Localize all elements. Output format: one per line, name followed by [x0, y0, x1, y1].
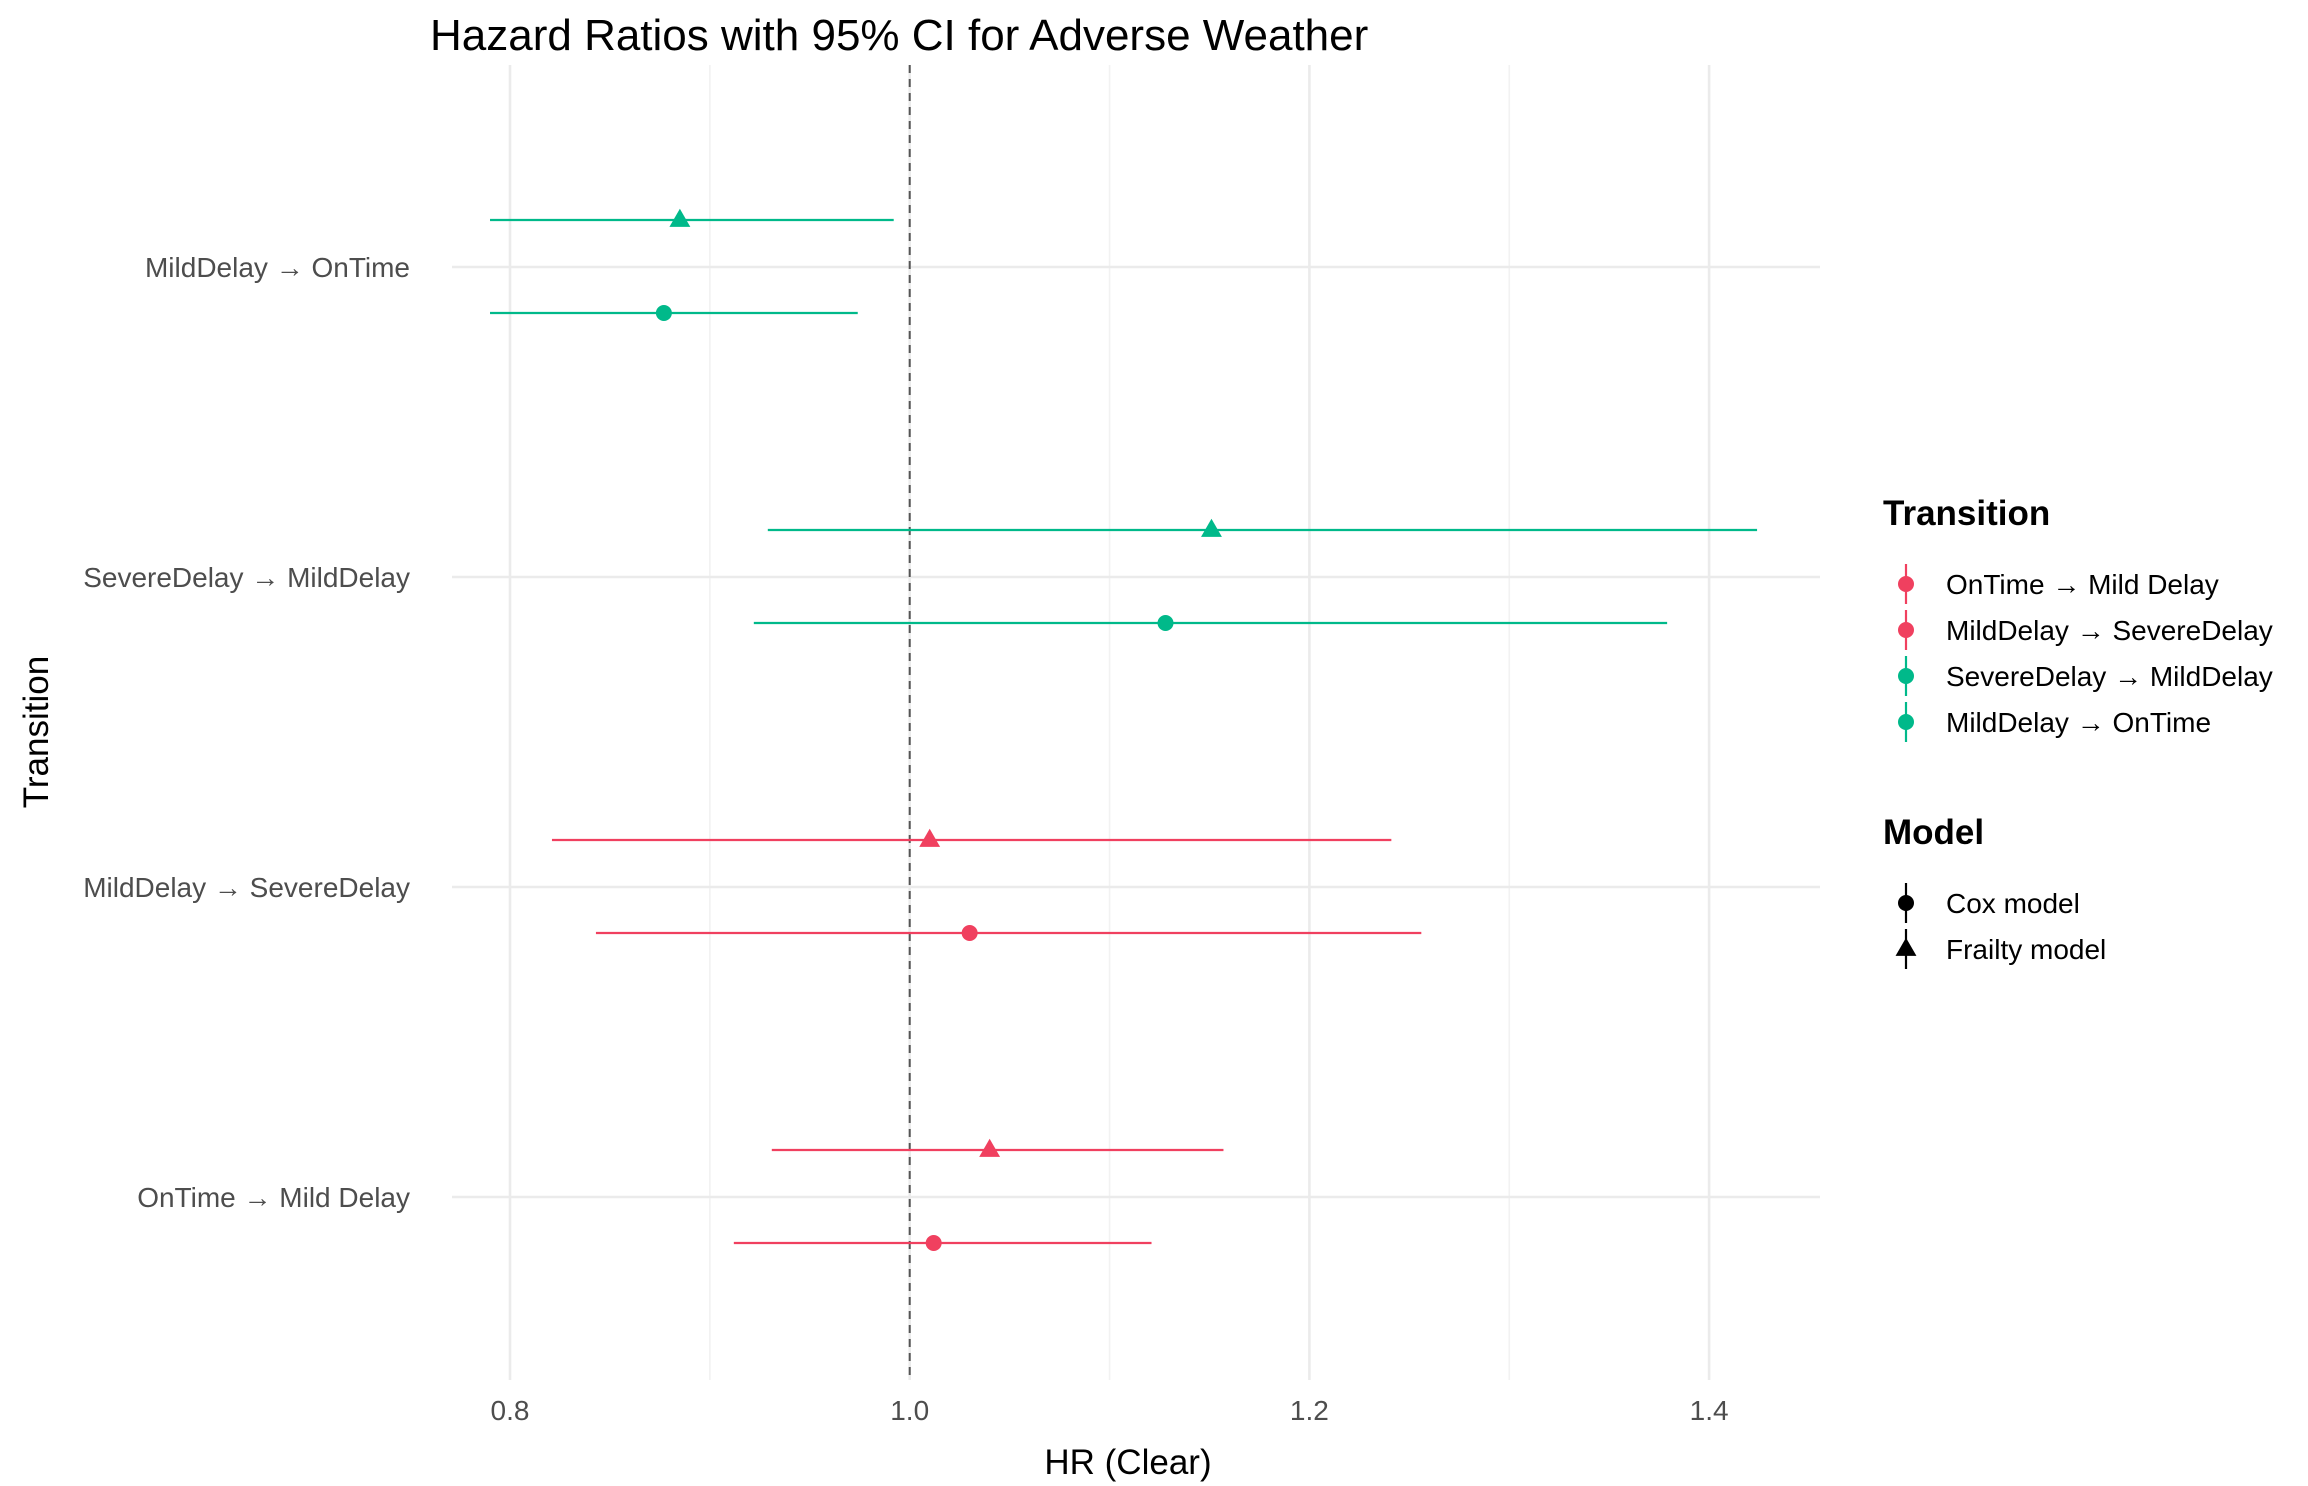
ci-layer: [490, 218, 1758, 1245]
y-axis-title: Transition: [17, 656, 56, 808]
point-layer: [655, 208, 1222, 1251]
y-tick-label-1: MildDelay → SevereDelay: [83, 872, 410, 903]
legend-model-entries: Cox model Frailty model: [1895, 883, 2106, 969]
legend-transition-label-0: OnTime → Mild Delay: [1946, 569, 2219, 600]
legend-transition-label-3: MildDelay → OnTime: [1946, 707, 2211, 738]
legend-model-title: Model: [1883, 813, 1984, 852]
point-frailty-model-3: [669, 208, 691, 227]
y-tick-label-0: OnTime → Mild Delay: [137, 1182, 410, 1213]
point-cox-model-0: [925, 1235, 942, 1251]
y-tick-labels: OnTime → Mild Delay MildDelay → SevereDel…: [83, 252, 410, 1213]
legend-transition-key-point-3: [1898, 714, 1914, 730]
legend-transition-key-point-0: [1898, 576, 1914, 592]
legend-transition-entries: OnTime → Mild Delay MildDelay → SevereDel…: [1898, 564, 2273, 742]
point-cox-model-1: [961, 925, 978, 941]
point-frailty-model-2: [1201, 518, 1222, 537]
legend-transition-label-2: SevereDelay → MildDelay: [1946, 661, 2273, 692]
x-axis-title: HR (Clear): [1044, 1443, 1211, 1482]
point-cox-model-2: [1157, 615, 1174, 631]
grid-layer: [452, 65, 1820, 1380]
legend-model-key-point-0: [1898, 895, 1914, 911]
x-tick-label-1: 1.0: [890, 1395, 929, 1426]
legend-transition-key-point-2: [1898, 668, 1914, 684]
point-frailty-model-1: [919, 828, 941, 847]
chart-title: Hazard Ratios with 95% CI for Adverse We…: [430, 11, 1368, 60]
point-frailty-model-0: [979, 1138, 1001, 1157]
legend-transition-key-point-1: [1898, 622, 1914, 638]
legend-model-label-0: Cox model: [1946, 888, 2080, 919]
legend-model-key-point-1: [1895, 937, 1917, 956]
legend-transition-title: Transition: [1883, 494, 2050, 533]
legend-model-label-1: Frailty model: [1946, 934, 2106, 965]
legend: Transition OnTime → Mild Delay MildDelay …: [1883, 494, 2273, 969]
point-cox-model-3: [655, 305, 672, 321]
x-tick-label-2: 1.2: [1290, 1395, 1329, 1426]
y-tick-label-3: MildDelay → OnTime: [145, 252, 410, 283]
x-tick-labels: 0.8 1.0 1.2 1.4: [491, 1395, 1729, 1426]
legend-transition-label-1: MildDelay → SevereDelay: [1946, 615, 2273, 646]
x-tick-label-3: 1.4: [1690, 1395, 1729, 1426]
x-tick-label-0: 0.8: [491, 1395, 530, 1426]
y-tick-label-2: SevereDelay → MildDelay: [83, 562, 410, 593]
